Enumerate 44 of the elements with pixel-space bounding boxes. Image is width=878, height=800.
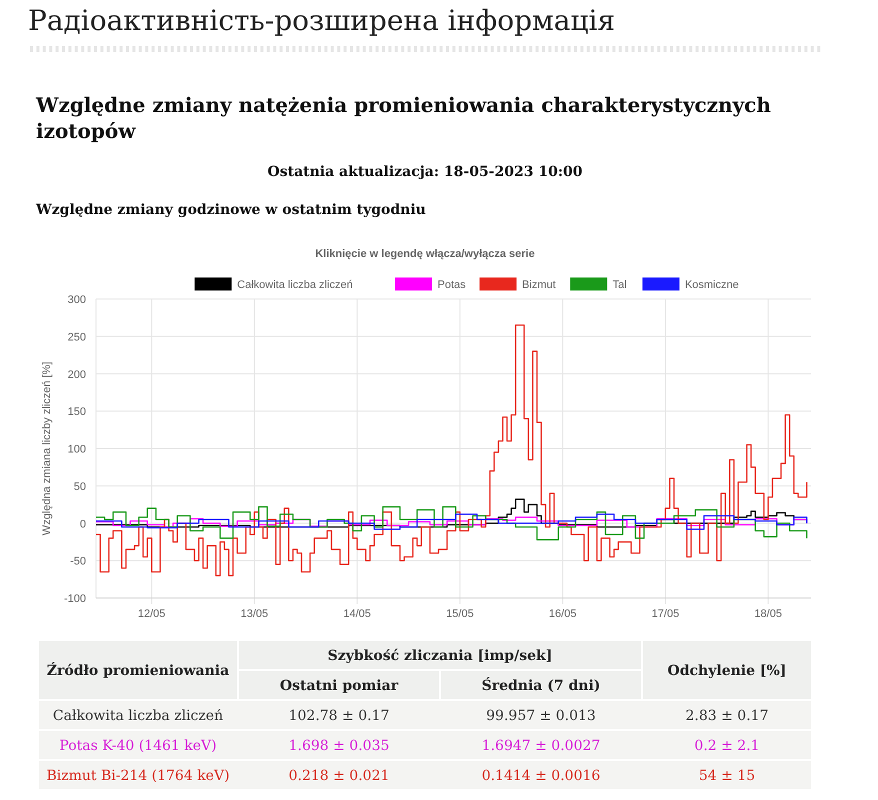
y-tick-label: -100: [64, 593, 86, 605]
y-tick-label: 150: [68, 406, 86, 418]
text: Ostatni pomiar: [280, 678, 399, 694]
text: 0.218 ± 0.021: [288, 768, 390, 784]
text: Bizmut Bi-214 (1764 keV): [46, 768, 230, 784]
legend-label: Tal: [612, 279, 627, 291]
legend-label: Całkowita liczba zliczeń: [237, 279, 353, 291]
text: Szybkość zliczania [imp/sek]: [328, 648, 552, 664]
legend-label: Kosmiczne: [684, 279, 739, 291]
text: Średnia (7 dni): [482, 677, 600, 694]
chart-subtitle: Kliknięcie w legendę włącza/wyłącza serie: [315, 248, 535, 260]
text: Względne zmiany natężenia promieniowania charakterystycznych izotopów: [35, 93, 772, 143]
text: Źródło promieniowania: [46, 662, 230, 679]
y-tick-label: 200: [68, 368, 86, 381]
y-tick-label: 250: [68, 331, 86, 344]
text: Радіоактивність-розширена інформація: [28, 4, 616, 37]
text: 1.698 ± 0.035: [288, 738, 390, 754]
text: Całkowita liczba zliczeń: [52, 708, 224, 724]
x-tick-label: 16/05: [548, 608, 576, 620]
y-tick-label: 50: [74, 480, 86, 493]
chart-title: Względne zmiany godzinowe w ostatnim tygodniu: [35, 202, 426, 218]
x-tick-label: 18/05: [754, 608, 782, 620]
y-tick-label: 0: [80, 518, 86, 530]
text: 2.83 ± 0.17: [686, 708, 768, 724]
y-tick-label: 100: [68, 444, 86, 456]
text: Potas K-40 (1461 keV): [59, 738, 217, 754]
text: Ostatnia aktualizacja: 18-05-2023 10:00: [268, 164, 583, 180]
y-tick-label: 300: [68, 294, 86, 306]
legend-label: Bizmut: [522, 279, 556, 291]
text: 0.2 ± 2.1: [694, 738, 760, 754]
x-tick-label: 15/05: [446, 608, 474, 620]
y-tick-label: -50: [70, 556, 86, 568]
x-tick-label: 12/05: [138, 608, 166, 620]
text: 0.1414 ± 0.0016: [482, 768, 600, 784]
y-axis-title: Względna zmiana liczby zliczeń [%]: [41, 362, 53, 536]
text: Odchylenie [%]: [668, 663, 786, 679]
x-tick-label: 13/05: [240, 608, 268, 620]
text: 99.957 ± 0.013: [486, 708, 596, 724]
text: 102.78 ± 0.17: [288, 708, 390, 724]
x-tick-label: 14/05: [343, 608, 371, 620]
legend-label: Potas: [438, 279, 466, 291]
text: 54 ± 15: [698, 768, 756, 784]
x-tick-label: 17/05: [652, 608, 680, 620]
text: 1.6947 ± 0.0027: [482, 738, 600, 754]
